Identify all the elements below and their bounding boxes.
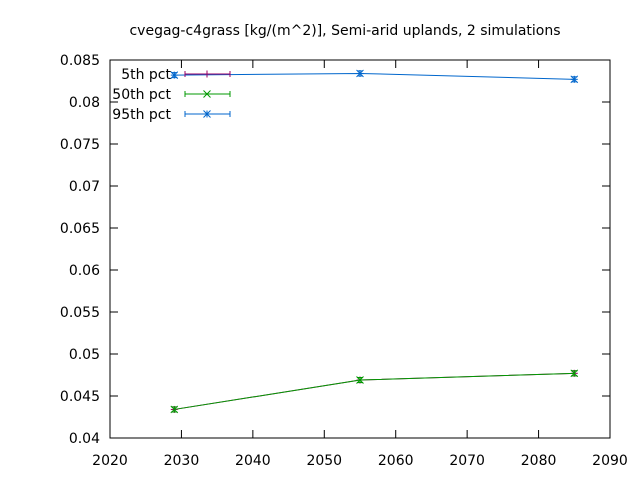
x-tick-label: 2040 — [235, 453, 271, 469]
series-2 — [170, 369, 579, 414]
legend-marker-stroke — [203, 90, 211, 98]
y-tick-label: 0.085 — [60, 53, 100, 69]
y-tick-label: 0.045 — [60, 389, 100, 405]
x-tick-label: 2060 — [378, 453, 414, 469]
x-tick-label: 2020 — [92, 453, 128, 469]
data-point — [570, 75, 579, 84]
series-1 — [170, 369, 578, 413]
legend-label: 5th pct — [121, 67, 171, 83]
x-tick-label: 2070 — [449, 453, 485, 469]
axes: 2020 2030 2040 2050 2060 2070 2080 2090 0.04 0.04… — [60, 53, 628, 469]
series-line — [174, 372, 575, 410]
data-point — [170, 405, 179, 414]
data-point — [356, 376, 364, 384]
legend-marker — [203, 70, 211, 78]
series-3 — [170, 69, 579, 84]
y-tick-label: 0.075 — [60, 137, 100, 153]
y-tick-label: 0.05 — [69, 347, 100, 363]
y-tick-label: 0.055 — [60, 305, 100, 321]
data-point-stroke — [570, 369, 579, 378]
data-point — [170, 71, 179, 79]
x-tick-label: 2030 — [164, 453, 200, 469]
y-tick-label: 0.08 — [69, 95, 100, 111]
legend-marker — [203, 90, 211, 98]
x-tick-label: 2080 — [521, 453, 557, 469]
series-layer — [170, 69, 579, 414]
x-tick-label: 2090 — [592, 453, 628, 469]
data-point-stroke — [356, 376, 364, 384]
data-point — [570, 369, 579, 378]
legend: 5th pct 50th pct 95th pct — [112, 67, 231, 123]
legend-marker-stroke — [203, 110, 211, 118]
data-point-stroke — [356, 69, 364, 78]
y-tick-label: 0.04 — [69, 431, 100, 447]
data-point-stroke — [170, 405, 179, 414]
x-tick-label: 2050 — [306, 453, 342, 469]
series-line — [174, 72, 575, 80]
data-point — [356, 69, 364, 78]
legend-label: 50th pct — [112, 87, 171, 103]
y-tick-label: 0.07 — [69, 179, 100, 195]
legend-marker — [203, 110, 211, 118]
chart-title: cvegag-c4grass [kg/(m^2)], Semi-arid upl… — [129, 23, 560, 39]
data-point-stroke — [170, 71, 179, 79]
y-tick-label: 0.065 — [60, 221, 100, 237]
legend-label: 95th pct — [112, 107, 171, 123]
plot-frame — [109, 59, 611, 439]
series-line — [174, 372, 575, 410]
y-tick-label: 0.06 — [69, 263, 100, 279]
data-point-stroke — [570, 75, 579, 84]
